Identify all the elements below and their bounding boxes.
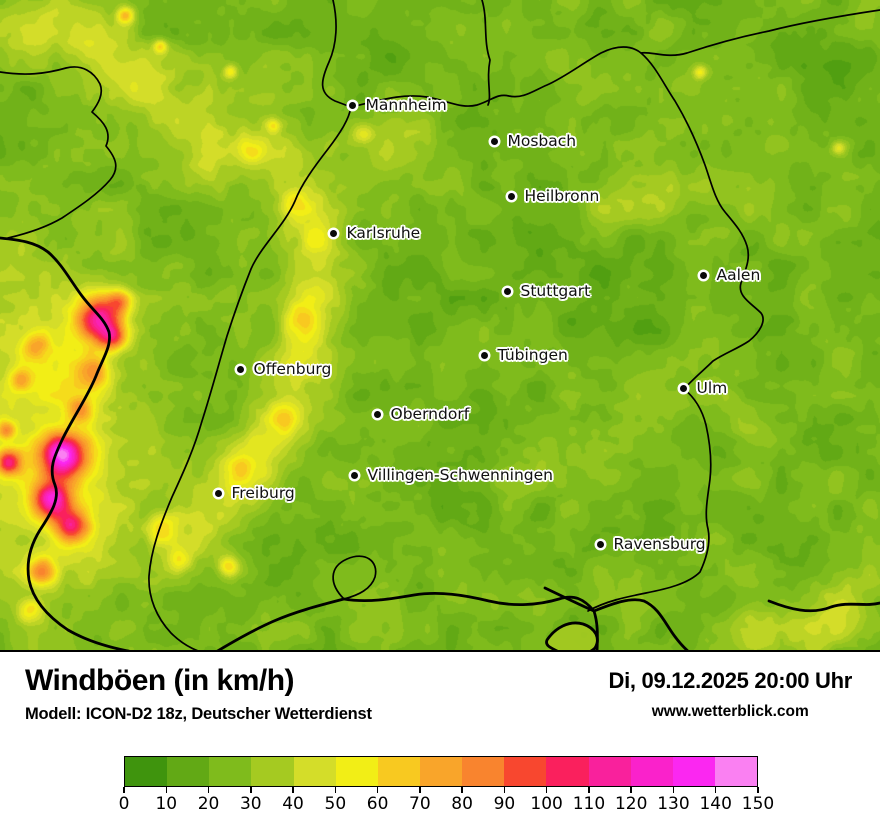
city-dot-icon xyxy=(503,287,511,295)
model-info: Modell: ICON-D2 18z, Deutscher Wetterdie… xyxy=(25,705,372,723)
city-dot-icon xyxy=(490,137,498,145)
legend-tick-mark xyxy=(123,787,125,793)
legend-tick-label: 70 xyxy=(409,794,431,814)
city-marker: Oberndorf xyxy=(373,405,470,423)
legend-tick-label: 120 xyxy=(614,794,648,814)
legend-tick-mark xyxy=(419,787,421,793)
legend-tick-mark xyxy=(672,787,675,793)
city-label: Oberndorf xyxy=(390,405,470,423)
legend-tick-label: 150 xyxy=(741,794,775,814)
legend-tick-label: 140 xyxy=(699,794,732,814)
legend-colorbar xyxy=(124,756,758,787)
city-dot-icon xyxy=(596,540,604,548)
city-marker: Ravensburg xyxy=(596,535,706,553)
city-marker: Villingen-Schwenningen xyxy=(350,466,553,484)
legend-segment xyxy=(251,757,294,786)
legend-tick-label: 100 xyxy=(530,794,563,814)
city-marker: Aalen xyxy=(699,266,761,284)
legend-segment xyxy=(167,757,210,786)
map-footer: Windböen (in km/h) Modell: ICON-D2 18z, … xyxy=(0,652,880,830)
legend-segment xyxy=(546,757,589,786)
legend-segment xyxy=(630,757,673,786)
wind-gust-map: Mannheim Mosbach Heilbronn Karlsruhe Stuttga… xyxy=(0,0,880,652)
city-label: Tübingen xyxy=(497,346,568,364)
legend-segment xyxy=(462,757,505,786)
legend-tick-mark xyxy=(292,787,294,793)
legend-segment xyxy=(588,757,631,786)
city-marker: Karlsruhe xyxy=(329,224,421,242)
legend-tick-label: 110 xyxy=(572,794,606,814)
city-marker: Heilbronn xyxy=(507,187,600,205)
city-marker: Tübingen xyxy=(480,346,568,364)
legend-tick-mark xyxy=(503,787,506,793)
city-label: Aalen xyxy=(716,266,761,284)
footer-right-column: Di, 09.12.2025 20:00 Uhr www.wetterblick… xyxy=(608,668,852,721)
legend-tick-label: 30 xyxy=(239,794,262,814)
legend-tick-label: 40 xyxy=(282,794,304,814)
legend-tick-label: 90 xyxy=(493,794,516,814)
city-dot-icon xyxy=(214,489,222,497)
legend-tick-mark xyxy=(588,787,590,793)
legend-tick-mark xyxy=(714,787,717,793)
legend-segment xyxy=(714,757,758,786)
city-dot-icon xyxy=(350,471,358,479)
city-label: Karlsruhe xyxy=(346,224,421,242)
city-marker: Ulm xyxy=(679,379,728,397)
city-dot-icon xyxy=(348,101,356,109)
city-dot-icon xyxy=(480,351,488,359)
legend-segment xyxy=(377,757,420,786)
legend-segment xyxy=(672,757,715,786)
page-title: Windböen (in km/h) xyxy=(25,664,295,697)
city-marker: Freiburg xyxy=(214,484,295,502)
city-dot-icon xyxy=(373,410,381,418)
legend-tick-mark xyxy=(376,787,379,793)
city-marker: Mosbach xyxy=(490,132,577,150)
legend-tick-mark xyxy=(461,787,463,793)
legend-tick-label: 50 xyxy=(324,794,347,814)
legend-tick-label: 0 xyxy=(118,794,130,814)
forecast-datetime: Di, 09.12.2025 20:00 Uhr xyxy=(608,668,852,693)
legend-tick-label: 60 xyxy=(366,794,389,814)
city-dot-icon xyxy=(329,229,337,237)
city-label: Mannheim xyxy=(365,96,447,114)
city-label: Ravensburg xyxy=(613,535,706,553)
legend-tick-mark xyxy=(334,787,337,793)
city-label: Heilbronn xyxy=(524,187,600,205)
legend-tick-label: 130 xyxy=(657,794,690,814)
legend-tick-mark xyxy=(545,787,548,793)
legend-segment xyxy=(293,757,336,786)
city-dot-icon xyxy=(507,192,515,200)
legend-tick-label: 80 xyxy=(451,794,473,814)
city-marker: Offenburg xyxy=(236,360,332,378)
city-label: Villingen-Schwenningen xyxy=(367,466,553,484)
city-marker: Mannheim xyxy=(348,96,447,114)
legend-segment xyxy=(335,757,378,786)
legend-segment xyxy=(504,757,547,786)
legend-segment xyxy=(125,757,168,786)
city-label: Mosbach xyxy=(507,132,577,150)
city-label: Offenburg xyxy=(253,360,332,378)
city-label: Ulm xyxy=(696,379,728,397)
city-marker: Stuttgart xyxy=(503,282,591,300)
legend-tick-mark xyxy=(630,787,632,793)
legend-tick-mark xyxy=(250,787,252,793)
legend-tick-label: 10 xyxy=(155,794,178,814)
legend-tick-mark xyxy=(757,787,759,793)
legend-segment xyxy=(209,757,252,786)
city-dot-icon xyxy=(236,365,244,373)
legend-tick-mark xyxy=(165,787,168,793)
legend-tick-label: 20 xyxy=(197,794,220,814)
city-dot-icon xyxy=(699,271,707,279)
legend-tick-mark xyxy=(207,787,210,793)
website-url: www.wetterblick.com xyxy=(651,703,809,720)
city-label: Freiburg xyxy=(231,484,295,502)
city-dot-icon xyxy=(679,384,687,392)
city-label: Stuttgart xyxy=(520,282,591,300)
legend-segment xyxy=(419,757,463,786)
